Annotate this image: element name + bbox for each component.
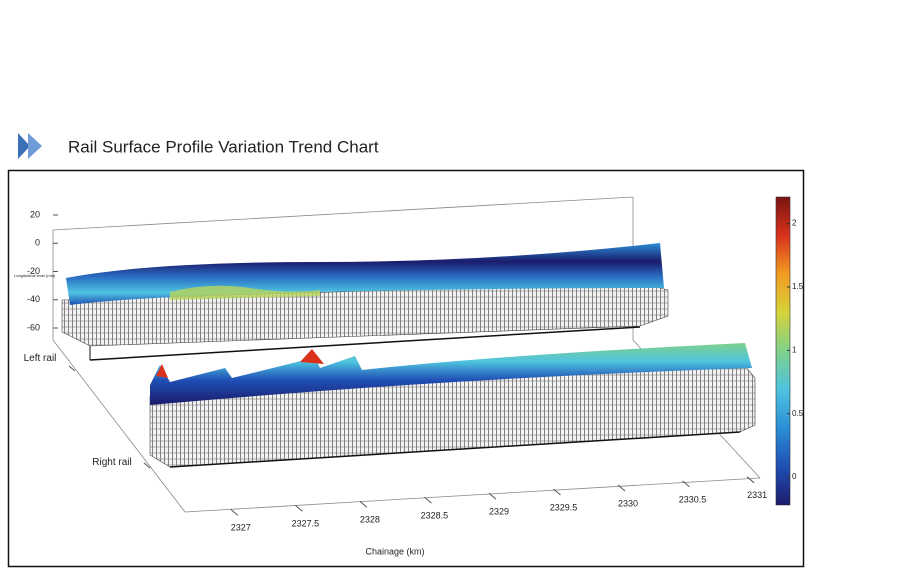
x-axis-label: Chainage (km) [365,546,424,556]
x-tick-label: 2328.5 [421,511,449,521]
right-rail-base [169,431,741,468]
x-tick-label: 2329 [489,506,509,516]
colorbar [775,196,791,506]
colorbar-tick-label: 1 [792,345,797,354]
x-tick-label: 2329.5 [550,502,578,512]
y-tick-label: Right rail [92,457,132,468]
chart-frame [7,169,805,568]
x-tick [424,496,432,504]
x-tick [295,504,303,512]
z-tick-label: -20 [27,266,40,276]
x-tick [617,484,626,492]
x-tick [682,480,690,488]
x-tick-label: 2328 [360,515,380,525]
x-tick-label: 2331 [747,490,767,500]
y-tick-label: Left rail [23,353,57,364]
colorbar-tick-label: 0.5 [792,409,804,418]
y-tick [143,462,151,469]
x-tick-label: 2330 [618,498,638,508]
x-tick [359,500,368,508]
x-tick [488,492,497,500]
colorbar-tick-label: 2 [792,219,797,228]
z-axis-label: Longitudinal level (mm) [14,273,56,278]
x-tick-label: 2330.5 [679,494,707,504]
header-title: Rail Surface Profile Variation Trend Cha… [68,137,379,156]
x-tick [746,476,755,484]
left-rail-surface [170,285,320,300]
x-tick-label: 2327 [231,523,251,533]
z-tick-label: 0 [35,238,40,248]
x-tick [553,488,561,496]
header-icon [18,133,30,159]
z-tick-label: 20 [30,209,40,219]
colorbar-tick-label: 0 [792,472,797,481]
x-tick [230,508,239,516]
z-tick-label: -60 [27,322,40,332]
colorbar-tick-label: 1.5 [792,282,804,291]
right-rail-surface [150,343,752,405]
y-tick [68,365,76,372]
header-icon [28,133,42,159]
z-tick-label: -40 [27,294,40,304]
x-tick-label: 2327.5 [292,519,320,529]
left-rail-base [89,326,641,361]
